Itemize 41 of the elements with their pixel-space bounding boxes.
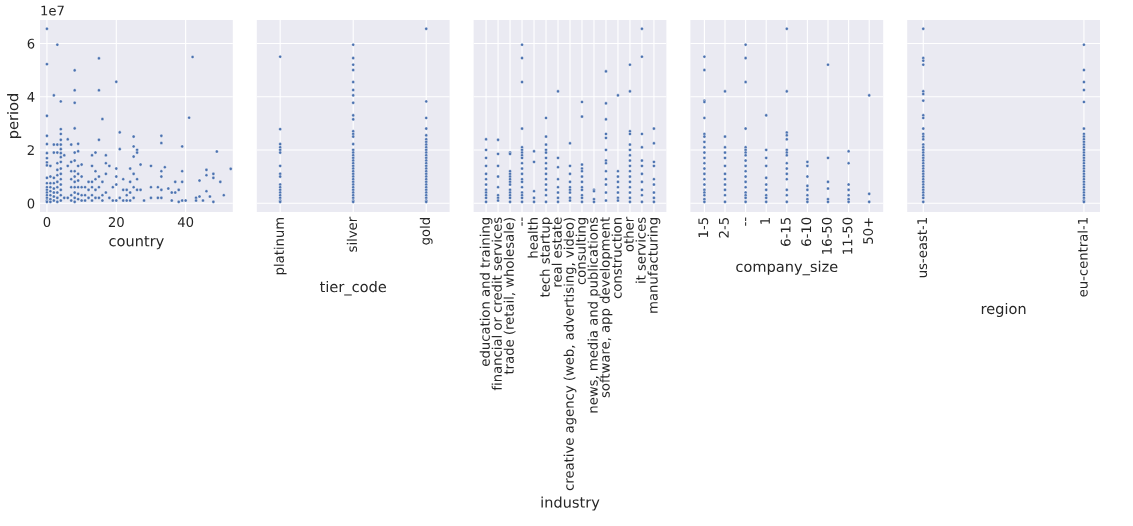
x-tick-label: 6-10 [801,217,812,246]
x-tick-label: 1 [760,218,770,224]
x-tick-label: other [623,216,634,252]
x-tick-label: 0 [43,217,51,228]
x-tick-label: manufacturing [647,218,661,313]
x-axis-title: region [981,302,1026,318]
y-tick-label: 2 [27,145,34,155]
x-tick-label: 2-5 [718,218,729,238]
x-tick-label: 50+ [863,218,874,244]
x-tick-label: consulting [575,218,589,285]
x-tick-label: us-east-1 [917,218,928,278]
x-tick-label: 11-50 [842,217,853,254]
text: 1e7 [41,5,64,16]
x-tick-label: creative agency (web, advertising, video) [563,218,577,491]
x-tick-label: eu-central-1 [1077,218,1088,297]
x-tick-label: -- [745,217,747,226]
x-tick-label: gold [419,218,433,245]
x-axis-title: country [109,236,164,250]
x-tick-label: -- [521,217,523,226]
y-tick-label: 0 [27,198,35,209]
y-axis-title: period [7,94,22,138]
x-tick-label: platinum [273,217,287,275]
x-axis-title: company_size [736,260,838,276]
x-tick-label: 1-5 [698,218,709,237]
x-tick-label: silver [346,216,358,252]
x-tick-label: financial or credit services [491,217,502,391]
x-tick-label: 6-15 [780,218,791,246]
x-tick-label: construction [611,217,622,299]
x-tick-label: it services [635,217,646,283]
x-tick-label: tech startup [539,217,553,298]
x-tick-label: 20 [108,217,124,228]
x-tick-label: 40 [177,217,194,228]
y-tick-label: 4 [27,92,35,102]
x-tick-label: health [527,217,538,258]
x-tick-label: real estate [551,217,562,287]
x-tick-label: trade (retail, wholesale) [503,217,516,375]
x-axis-title: industry [541,496,600,511]
x-axis-title: tier_code [319,280,387,296]
y-tick-label: 6 [27,38,35,49]
x-tick-label: 16-50 [821,217,832,254]
x-tick-label: software, app development [599,217,613,398]
